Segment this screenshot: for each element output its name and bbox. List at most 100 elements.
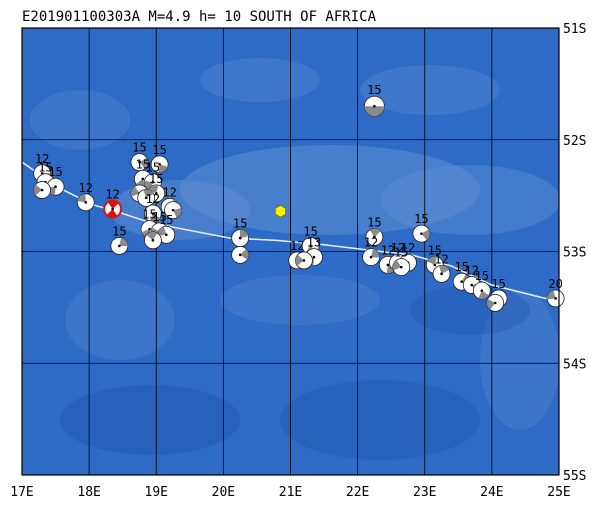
beachball-center (312, 255, 316, 259)
beachball-center (165, 233, 168, 237)
longitude-tick-label: 18E (77, 485, 100, 500)
compression-quadrant (143, 189, 154, 198)
event-depth-label: 15 (159, 213, 173, 227)
beachball-center (238, 236, 242, 240)
beachball-center (386, 263, 390, 267)
beachball-center (84, 201, 88, 204)
focal-mechanism (164, 201, 182, 220)
compression-quadrant (77, 193, 86, 203)
focal-mechanism: 15 (425, 243, 444, 274)
focal-mechanism (231, 245, 250, 264)
focal-mechanism (137, 188, 156, 207)
beachball-center (480, 289, 484, 292)
latitude-tick-label: 53S (563, 246, 586, 261)
compression-quadrant (421, 229, 430, 241)
focal-mechanism (33, 181, 52, 199)
compression-quadrant (146, 231, 158, 241)
beachball-center (470, 283, 474, 287)
event-depth-label: 15 (38, 161, 52, 175)
beachball-center (158, 163, 161, 166)
focal-mechanism: 12 (432, 252, 451, 283)
focal-mechanism: 12 (143, 192, 162, 223)
focal-mechanism: 15 (365, 215, 384, 246)
compression-quadrant (438, 265, 450, 274)
event-depth-label: 15 (136, 157, 150, 171)
beachball-center (151, 180, 155, 184)
latitude-tick-label: 55S (563, 469, 586, 484)
event-depth-label: 15 (367, 215, 381, 229)
compression-quadrant (369, 228, 381, 237)
beachball-center (554, 297, 557, 300)
beachball-center (238, 253, 242, 257)
beachball-center (171, 208, 175, 212)
longitude-tick-label: 23E (413, 485, 436, 500)
event-depth-label: 12 (105, 188, 119, 202)
compression-quadrant (119, 237, 128, 247)
map-frame (21, 27, 560, 476)
compression-quadrant (364, 106, 385, 117)
beachball-center (373, 104, 376, 108)
compression-quadrant (547, 290, 556, 300)
compression-quadrant (148, 184, 159, 194)
focal-mechanism (486, 294, 505, 312)
compression-quadrant (173, 207, 182, 218)
beachball-center (40, 188, 44, 192)
bathymetry-deep (60, 285, 530, 460)
longitude-tick-label: 25E (547, 485, 570, 500)
beachball-center (154, 192, 158, 195)
compression-quadrant (149, 213, 161, 223)
event-depth-label: 15 (149, 172, 163, 186)
compression-quadrant (158, 164, 168, 173)
latitude-tick-label: 51S (563, 22, 586, 37)
event-depth-label: 12 (401, 241, 415, 255)
event-depth-label: 15 (152, 210, 166, 224)
beachball-center (373, 235, 376, 239)
event-depth-label: 15 (491, 277, 505, 291)
longitude-tick-label: 21E (279, 485, 302, 500)
event-depth-label: 12 (391, 241, 405, 255)
longitude-tick-label: 17E (10, 485, 33, 500)
beachball-center (440, 272, 443, 276)
focal-mechanism-target: 12 (103, 188, 123, 219)
focal-mechanism: 15 (231, 217, 250, 247)
event-depth-label: 15 (394, 246, 408, 260)
event-depth-label: 15 (48, 165, 62, 179)
beachball-center (141, 177, 145, 181)
event-depth-label: 15 (146, 161, 160, 175)
focal-mechanism: 12 (362, 236, 380, 266)
longitude-tick-label: 19E (145, 485, 168, 500)
focal-mechanism: 15 (472, 269, 491, 300)
event-depth-label: 15 (367, 83, 381, 97)
focal-mechanism: 15 (130, 141, 149, 172)
longitude-tick-label: 20E (212, 485, 235, 500)
compression-quadrant (478, 290, 489, 300)
event-depth-label: 12 (35, 152, 49, 166)
event-depth-label: 12 (146, 192, 160, 206)
compression-quadrant (33, 184, 43, 196)
compression-quadrant (295, 254, 304, 266)
event-depth-label: 15 (233, 217, 247, 231)
compression-quadrant (157, 226, 167, 236)
beachball-center (148, 227, 151, 231)
event-depth-label: 15 (303, 224, 317, 238)
latitude-tick-label: 52S (563, 134, 586, 149)
longitude-labels: 17E 18E 19E 20E 21E 22E 23E 24E 25E (10, 485, 570, 500)
event-depth-label: 20 (548, 277, 562, 291)
longitude-tick-label: 24E (480, 485, 503, 500)
focal-mechanism: 12 (76, 181, 95, 212)
event-depth-label: 15 (428, 243, 442, 257)
beachball-center (433, 263, 437, 267)
event-depth-label: 15 (454, 260, 468, 274)
beachball-center (369, 255, 373, 259)
compression-quadrant (240, 248, 249, 260)
event-depth-label: 12 (364, 236, 378, 250)
event-depth-label: 12 (162, 185, 176, 199)
focal-mechanism: 15 (46, 165, 65, 196)
beachball-center (493, 301, 497, 305)
beachball-center (54, 185, 57, 188)
latitude-tick-label: 54S (563, 357, 586, 372)
beachball-center (118, 244, 121, 248)
compression-quadrant (130, 186, 140, 197)
